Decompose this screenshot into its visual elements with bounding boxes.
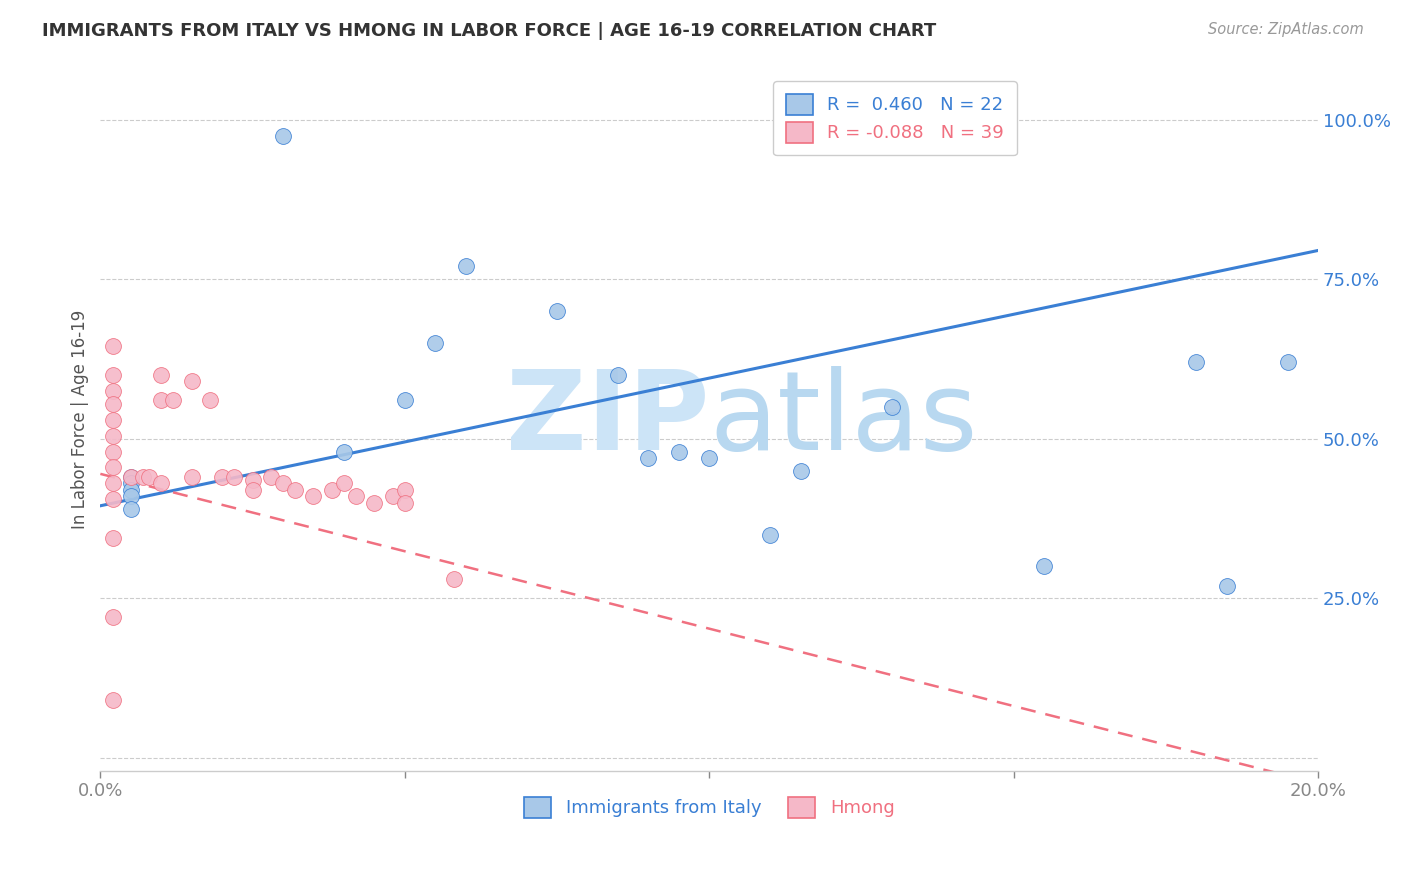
- Point: [333, 444, 356, 458]
- Point: [271, 128, 294, 143]
- Point: [1033, 559, 1056, 574]
- Text: atlas: atlas: [709, 366, 977, 473]
- Point: [381, 489, 404, 503]
- Legend: Immigrants from Italy, Hmong: Immigrants from Italy, Hmong: [517, 789, 901, 825]
- Point: [101, 428, 124, 442]
- Point: [162, 393, 184, 408]
- Point: [101, 476, 124, 491]
- Point: [132, 470, 155, 484]
- Point: [333, 476, 356, 491]
- Point: [150, 476, 173, 491]
- Point: [224, 470, 246, 484]
- Point: [242, 483, 264, 497]
- Point: [138, 470, 160, 484]
- Point: [321, 483, 343, 497]
- Point: [443, 572, 465, 586]
- Point: [150, 393, 173, 408]
- Point: [101, 531, 124, 545]
- Point: [344, 489, 367, 503]
- Y-axis label: In Labor Force | Age 16-19: In Labor Force | Age 16-19: [72, 310, 89, 529]
- Point: [759, 527, 782, 541]
- Point: [271, 476, 294, 491]
- Point: [260, 470, 283, 484]
- Point: [1185, 355, 1208, 369]
- Point: [101, 492, 124, 507]
- Point: [180, 374, 202, 388]
- Point: [120, 502, 142, 516]
- Point: [101, 397, 124, 411]
- Point: [363, 495, 385, 509]
- Point: [101, 444, 124, 458]
- Point: [880, 400, 903, 414]
- Point: [101, 368, 124, 382]
- Point: [789, 464, 811, 478]
- Point: [394, 393, 416, 408]
- Point: [637, 450, 659, 465]
- Point: [101, 339, 124, 353]
- Point: [101, 412, 124, 426]
- Point: [697, 450, 720, 465]
- Point: [211, 470, 233, 484]
- Point: [425, 336, 447, 351]
- Point: [180, 470, 202, 484]
- Point: [394, 483, 416, 497]
- Point: [454, 260, 477, 274]
- Point: [394, 495, 416, 509]
- Point: [101, 693, 124, 707]
- Point: [546, 304, 568, 318]
- Point: [120, 470, 142, 484]
- Text: Source: ZipAtlas.com: Source: ZipAtlas.com: [1208, 22, 1364, 37]
- Point: [120, 489, 142, 503]
- Text: IMMIGRANTS FROM ITALY VS HMONG IN LABOR FORCE | AGE 16-19 CORRELATION CHART: IMMIGRANTS FROM ITALY VS HMONG IN LABOR …: [42, 22, 936, 40]
- Point: [1216, 578, 1239, 592]
- Point: [120, 476, 142, 491]
- Point: [284, 483, 307, 497]
- Point: [1277, 355, 1299, 369]
- Point: [668, 444, 690, 458]
- Point: [198, 393, 221, 408]
- Point: [120, 470, 142, 484]
- Point: [606, 368, 628, 382]
- Point: [101, 460, 124, 475]
- Point: [150, 368, 173, 382]
- Point: [101, 610, 124, 624]
- Point: [302, 489, 325, 503]
- Point: [242, 473, 264, 487]
- Point: [120, 483, 142, 497]
- Point: [101, 384, 124, 398]
- Text: ZIP: ZIP: [506, 366, 709, 473]
